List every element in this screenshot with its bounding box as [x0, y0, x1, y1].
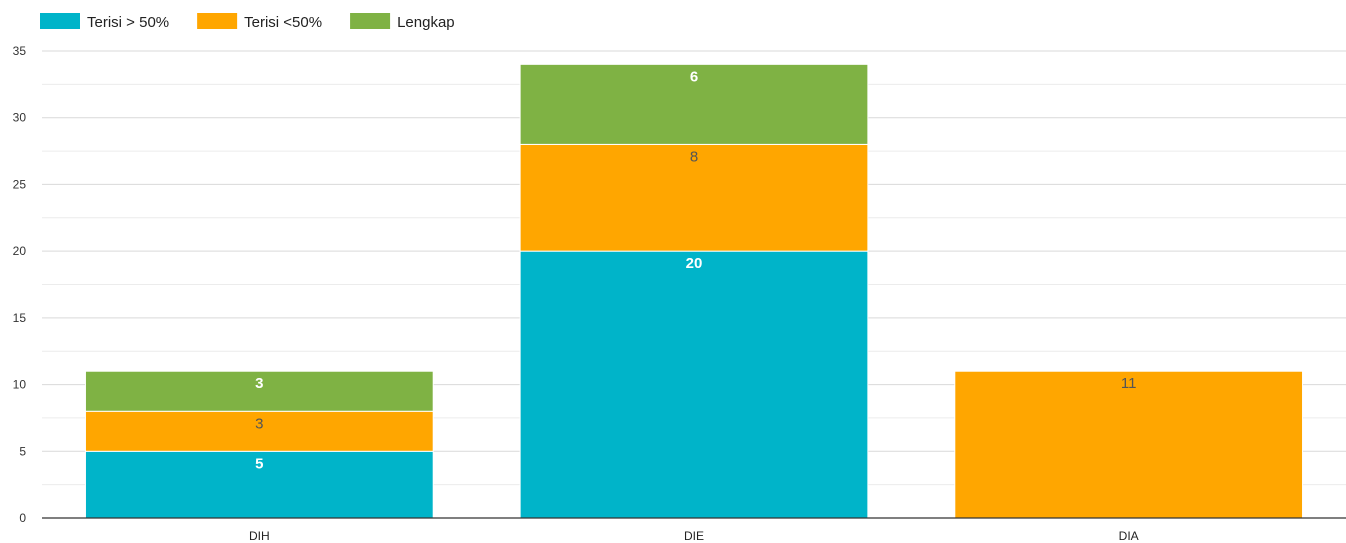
- data-label-dih-series-2: 3: [255, 375, 263, 392]
- legend-swatch-1: [197, 13, 238, 29]
- bar-die-series-2[interactable]: [519, 63, 869, 145]
- x-tick-label-dih: DIH: [249, 529, 270, 543]
- bar-dia-series-1[interactable]: [954, 370, 1304, 519]
- legend-swatch-2: [350, 13, 391, 29]
- data-label-dih-series-0: 5: [255, 455, 263, 472]
- legend-item-2[interactable]: Lengkap: [350, 13, 455, 31]
- legend-label-0: Terisi > 50%: [87, 14, 169, 31]
- y-tick-label: 30: [13, 111, 27, 125]
- legend-label-2: Lengkap: [397, 14, 455, 31]
- legend-swatch-0: [40, 13, 80, 29]
- data-label-die-series-1: 8: [690, 148, 698, 165]
- bar-dih-series-1[interactable]: [84, 410, 434, 452]
- y-tick-label: 35: [13, 44, 27, 58]
- data-label-die-series-0: 20: [686, 255, 703, 272]
- data-labels: 5 3 3 20 8 6 11: [255, 68, 1136, 472]
- y-tick-label: 15: [13, 311, 27, 325]
- legend: Terisi > 50% Terisi <50% Lengkap: [40, 13, 455, 31]
- y-tick-label: 10: [13, 378, 27, 392]
- data-label-die-series-2: 6: [690, 68, 698, 85]
- y-tick-label: 25: [13, 177, 27, 191]
- bar-dih-series-2[interactable]: [84, 370, 434, 412]
- bar-die-series-1[interactable]: [519, 143, 869, 252]
- bars: [84, 63, 1304, 519]
- y-tick-label: 20: [13, 244, 27, 258]
- legend-item-1[interactable]: Terisi <50%: [197, 13, 322, 31]
- legend-item-0[interactable]: Terisi > 50%: [40, 13, 169, 31]
- data-label-dia-series-1: 11: [1121, 375, 1137, 392]
- legend-label-1: Terisi <50%: [244, 14, 322, 31]
- x-tick-label-dia: DIA: [1119, 529, 1139, 543]
- y-tick-label: 0: [19, 511, 26, 525]
- bar-die-series-0[interactable]: [519, 250, 869, 519]
- y-tick-label: 5: [19, 444, 26, 458]
- x-tick-label-die: DIE: [684, 529, 704, 543]
- bar-dih-series-0[interactable]: [84, 450, 434, 519]
- data-label-dih-series-1: 3: [255, 415, 263, 432]
